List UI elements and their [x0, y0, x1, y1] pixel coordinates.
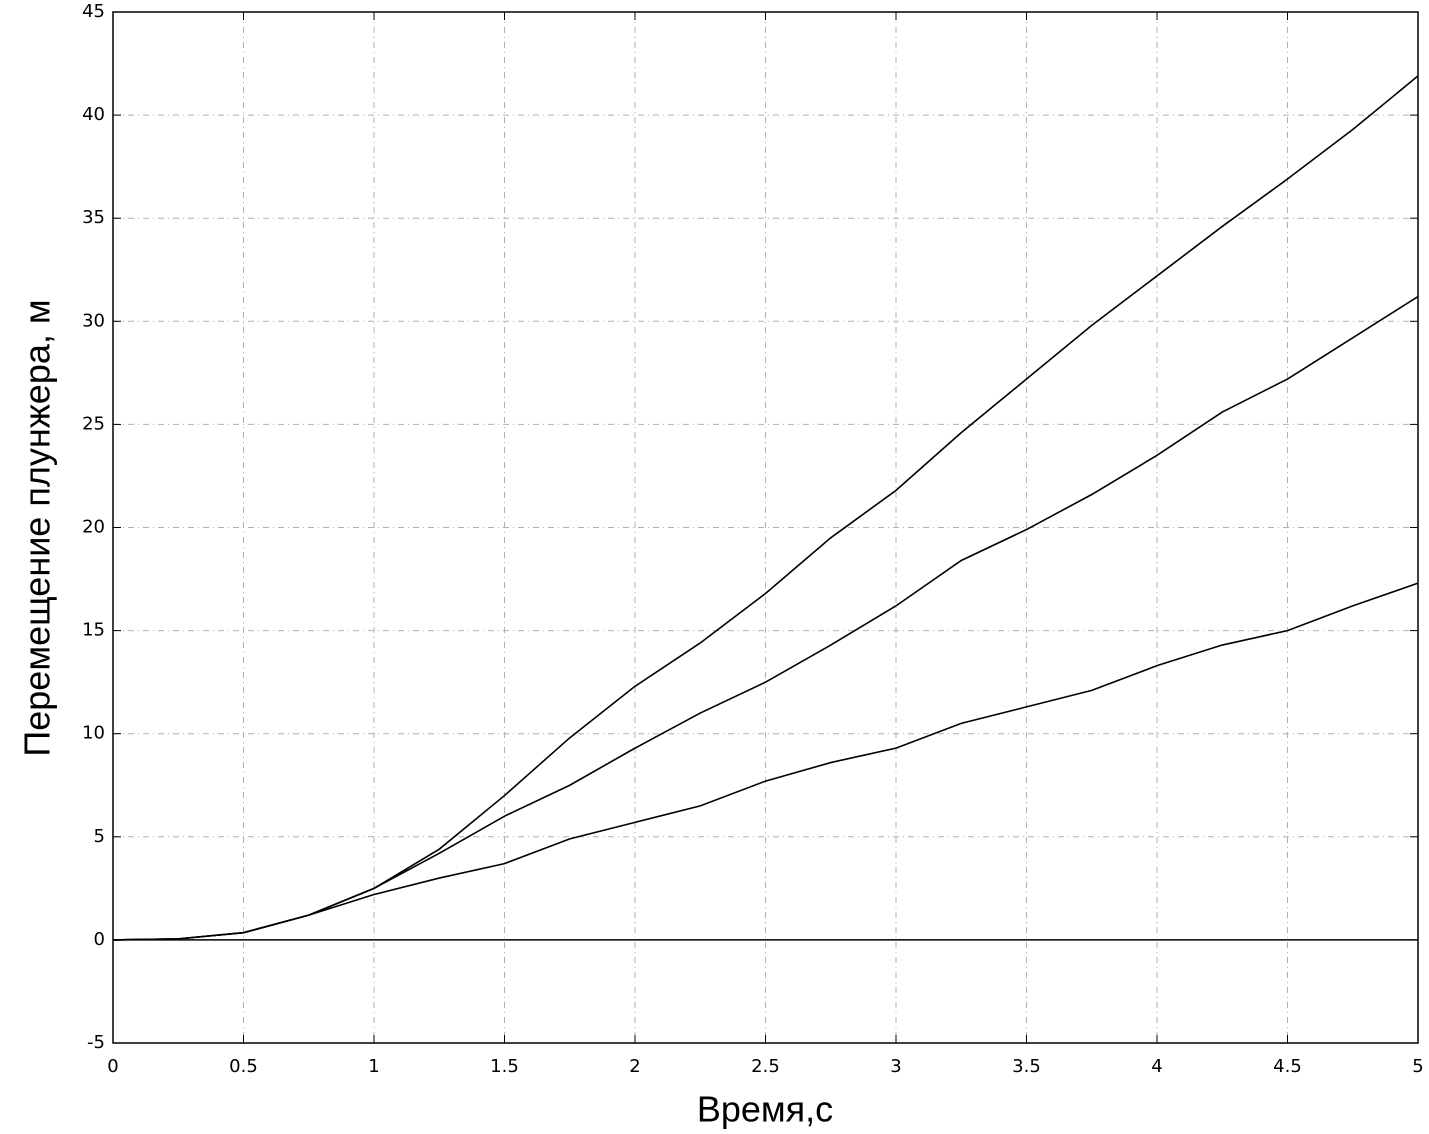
y-tick-label: 20: [82, 517, 105, 538]
y-tick-label: 45: [82, 1, 105, 22]
x-tick-label: 5: [1412, 1056, 1423, 1077]
x-tick-label: 3: [890, 1056, 901, 1077]
x-tick-label: 4.5: [1273, 1056, 1302, 1077]
x-axis-label: Время,с: [697, 1089, 833, 1130]
plot-frame: [112, 11, 1419, 1044]
y-tick-label: 5: [94, 826, 105, 847]
x-tick-label: 0: [107, 1056, 118, 1077]
x-tick-label: 3.5: [1012, 1056, 1041, 1077]
y-tick-label: 25: [82, 413, 105, 434]
data-line: [112, 295, 1419, 941]
x-tick-label: 1.5: [490, 1056, 519, 1077]
y-tick-label: 30: [82, 310, 105, 331]
y-tick-label: 40: [82, 104, 105, 125]
y-tick-label: 35: [82, 207, 105, 228]
data-line: [112, 582, 1419, 941]
x-tick-label: 1: [368, 1056, 379, 1077]
x-tick-label: 4: [1151, 1056, 1162, 1077]
x-tick-label: 2: [629, 1056, 640, 1077]
y-tick-label: 0: [94, 929, 105, 950]
x-tick-label: 2.5: [751, 1056, 780, 1077]
x-tick-label: 0.5: [229, 1056, 258, 1077]
y-axis-label: Перемещение плунжера, м: [17, 299, 58, 756]
y-tick-label: 15: [82, 620, 105, 641]
y-tick-label: -5: [87, 1032, 105, 1053]
y-tick-label: 10: [82, 723, 105, 744]
